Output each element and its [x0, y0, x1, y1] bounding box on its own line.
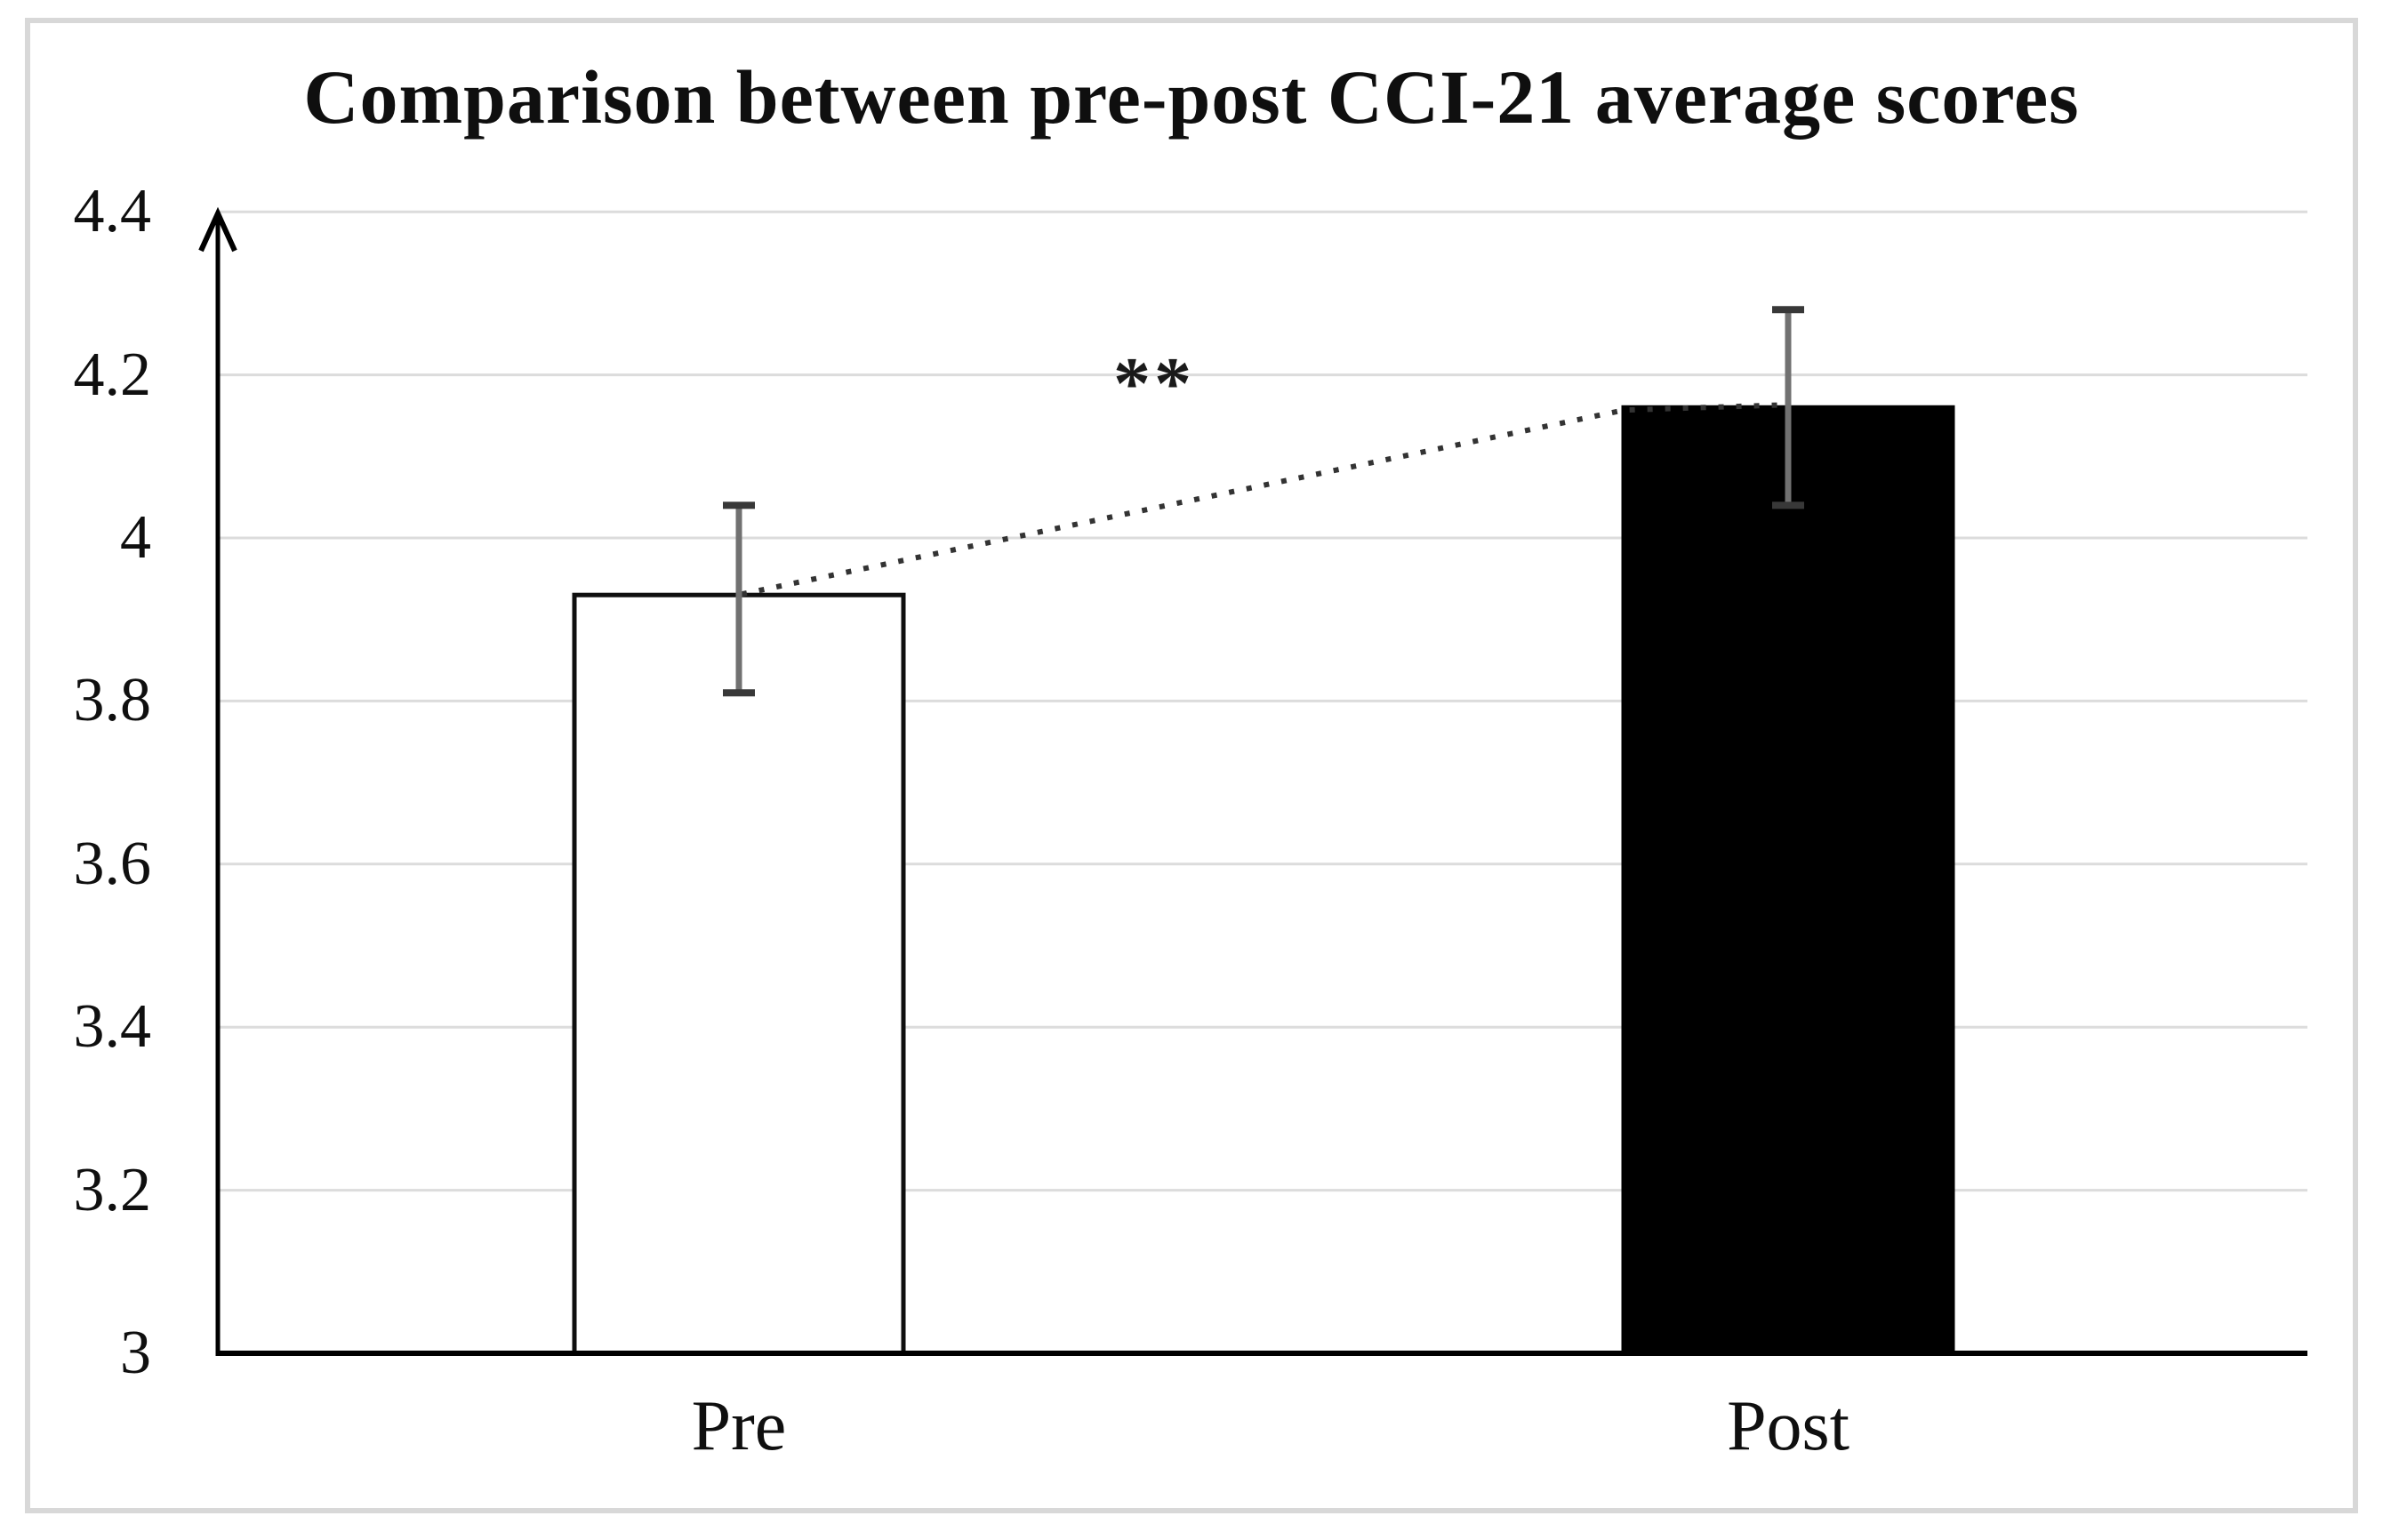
y-tick-label: 3	[120, 1319, 151, 1387]
y-tick-label: 3.6	[73, 829, 152, 898]
figure-border	[25, 18, 2358, 1513]
y-tick-label: 4	[120, 503, 151, 572]
error-bar-cap	[1772, 501, 1804, 509]
y-tick-label: 4.4	[73, 177, 152, 246]
y-axis-arrow-icon	[198, 206, 237, 253]
y-tick-label: 3.8	[73, 666, 152, 735]
y-tick-label: 4.2	[73, 340, 152, 409]
bar-pre	[572, 592, 906, 1356]
error-bar-cap	[723, 689, 755, 697]
significance-annotation: **	[1113, 342, 1195, 425]
x-category-label-pre: Pre	[691, 1387, 787, 1465]
y-tick-label: 3.4	[73, 992, 152, 1062]
error-bar-cap	[1772, 306, 1804, 314]
bar-post	[1621, 405, 1955, 1356]
chart-title: Comparison between pre-post CCI-21 avera…	[303, 54, 2080, 140]
error-bar-cap	[723, 501, 755, 509]
x-category-label-post: Post	[1727, 1387, 1849, 1465]
y-tick-label: 3.2	[73, 1155, 152, 1224]
